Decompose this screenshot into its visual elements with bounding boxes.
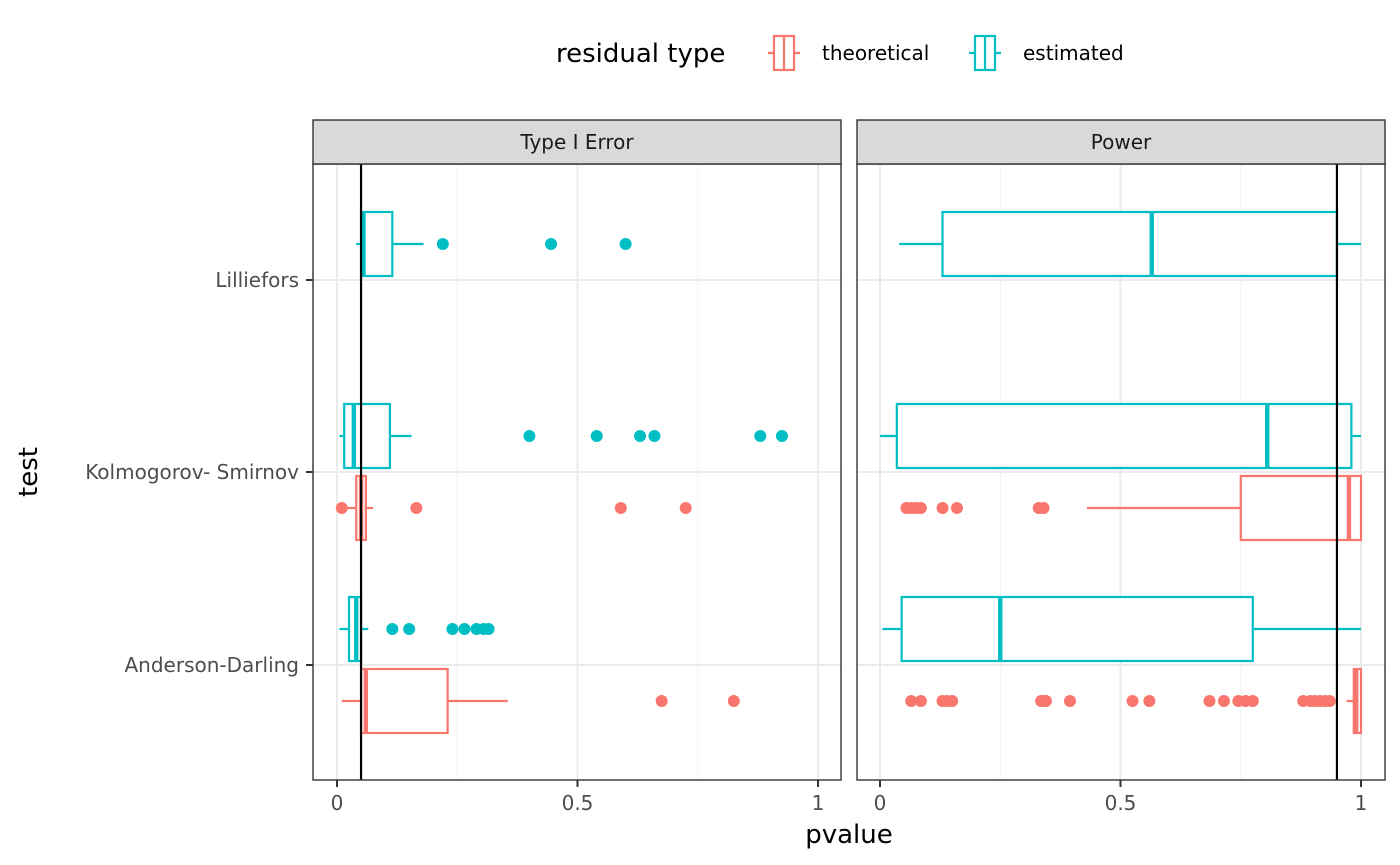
outlier-point [1126, 695, 1139, 707]
outlier-point [754, 430, 767, 442]
facet-strip [856, 119, 1386, 165]
outlier-point [1246, 695, 1259, 707]
box-iqr [900, 595, 1254, 663]
outlier-point [1217, 695, 1230, 707]
facet-panel-1: Type I Error 0 0.5 1 [312, 119, 842, 815]
outlier-point [614, 502, 627, 514]
box-iqr [941, 210, 1339, 278]
x-tick-label: 0 [874, 791, 887, 815]
outlier-point [403, 623, 416, 635]
facet-panels: Type I Error 0 0.5 1 Power 0 0.5 1 [312, 119, 1386, 815]
y-tick-label: Kolmogorov- Smirnov [85, 460, 299, 484]
outlier-point [545, 238, 558, 250]
outlier-point [634, 430, 647, 442]
box-estimated [339, 402, 788, 470]
box-theoretical [900, 474, 1363, 542]
x-tick-label: 0 [331, 791, 344, 815]
y-tick-label: Anderson-Darling [125, 653, 300, 677]
box-estimated [882, 595, 1361, 663]
outlier-point [523, 430, 536, 442]
y-tick-label: Lilliefors [215, 268, 299, 292]
facet-strip [312, 119, 842, 165]
outlier-point [914, 502, 927, 514]
outlier-point [727, 695, 740, 707]
x-tick-label: 1 [1355, 791, 1368, 815]
outlier-point [1063, 695, 1076, 707]
legend: residual type theoretical estimated [556, 34, 1124, 72]
outlier-point [482, 623, 495, 635]
legend-label: estimated [1023, 41, 1124, 65]
box-iqr [1239, 474, 1363, 542]
x-tick-label: 0.5 [1105, 791, 1137, 815]
legend-label: theoretical [822, 41, 929, 65]
outlier-point [446, 623, 459, 635]
outlier-point [936, 502, 949, 514]
box-theoretical [905, 667, 1363, 735]
box-iqr [895, 402, 1353, 470]
outlier-point [775, 430, 788, 442]
outlier-point [1037, 502, 1050, 514]
outlier-point [386, 623, 399, 635]
facet-panel-2: Power 0 0.5 1 [856, 119, 1386, 815]
outlier-point [590, 430, 603, 442]
outlier-point [619, 238, 632, 250]
y-axis: Lilliefors Kolmogorov- Smirnov Anderson-Da… [85, 268, 313, 677]
outlier-point [950, 502, 963, 514]
legend-item-theoretical: theoretical [768, 34, 929, 72]
box-theoretical [341, 667, 740, 735]
outlier-point [1039, 695, 1052, 707]
outlier-point [648, 430, 661, 442]
facet-strip-label: Power [1091, 130, 1152, 154]
outlier-point [410, 502, 423, 514]
box-estimated [880, 402, 1361, 470]
box-estimated [899, 210, 1361, 278]
outlier-point [905, 695, 918, 707]
box-iqr [359, 667, 449, 735]
outlier-point [335, 502, 348, 514]
facet-strip-label: Type I Error [519, 130, 634, 154]
box-iqr [343, 402, 392, 470]
legend-item-estimated: estimated [969, 34, 1124, 72]
x-tick-label: 0.5 [562, 791, 594, 815]
outlier-point [436, 238, 449, 250]
x-tick-label: 1 [812, 791, 825, 815]
box-estimated [339, 595, 495, 663]
outlier-point [1143, 695, 1156, 707]
x-axis-title: pvalue [805, 820, 893, 850]
outlier-point [655, 695, 668, 707]
outlier-point [1203, 695, 1216, 707]
outlier-point [946, 695, 959, 707]
outlier-point [679, 502, 692, 514]
legend-title: residual type [556, 39, 725, 69]
outlier-point [458, 623, 471, 635]
outlier-point [914, 695, 927, 707]
y-axis-title: test [14, 447, 44, 497]
outlier-point [1323, 695, 1336, 707]
box-iqr [359, 210, 394, 278]
